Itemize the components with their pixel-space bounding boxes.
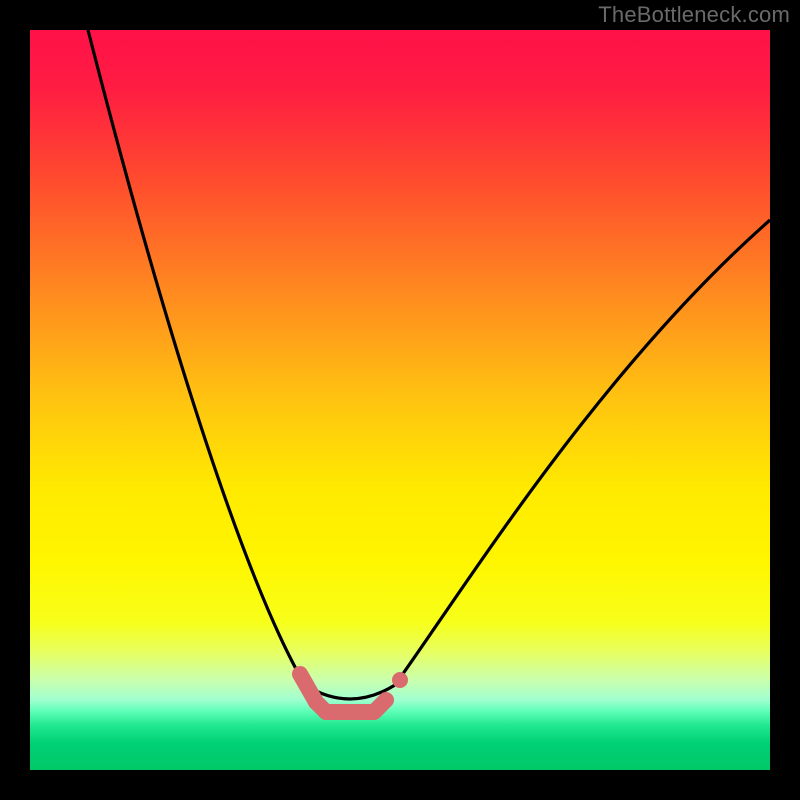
gradient-plot-area: [30, 30, 770, 770]
highlight-segment: [374, 700, 386, 712]
chart-frame: TheBottleneck.com: [0, 0, 800, 800]
bottleneck-chart-svg: [0, 0, 800, 800]
highlight-dot: [392, 672, 408, 688]
